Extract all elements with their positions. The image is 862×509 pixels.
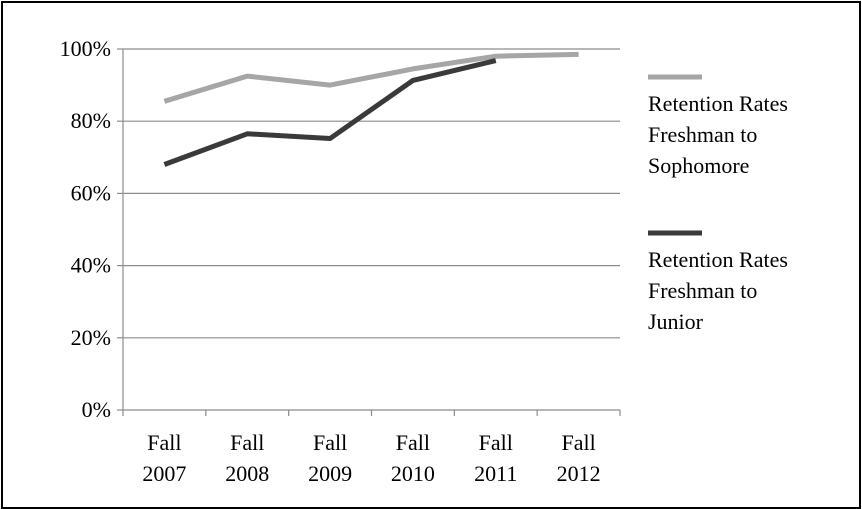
y-tick-label: 0%: [82, 397, 111, 422]
y-tick-label: 100%: [60, 36, 111, 61]
series-line-1: [163, 51, 579, 104]
x-tick-label: Fall 2011: [474, 430, 517, 486]
legend-label-1: Retention Rates Freshman to Sophomore: [648, 91, 788, 178]
series-lines: [163, 51, 579, 167]
x-tick-label: Fall 2007: [142, 430, 186, 486]
gridlines: [123, 48, 620, 339]
x-tick-label: Fall 2009: [308, 430, 352, 486]
y-tick-label: 20%: [71, 325, 111, 350]
legend-label-2: Retention Rates Freshman to Junior: [648, 247, 788, 334]
y-tick-label: 80%: [71, 108, 111, 133]
y-tick-label: 40%: [71, 253, 111, 278]
x-tick-label: Fall 2008: [225, 430, 269, 486]
x-tick-label: Fall 2012: [557, 430, 601, 486]
series-line-2: [163, 58, 497, 167]
x-tick-label: Fall 2010: [391, 430, 435, 486]
y-tick-labels: 0% 20% 40% 60% 80% 100%: [60, 36, 111, 422]
axes: [117, 48, 621, 416]
y-tick-label: 60%: [71, 180, 111, 205]
legend: Retention Rates Freshman to Sophomore Reten…: [648, 74, 788, 334]
x-tick-labels: Fall 2007 Fall 2008 Fall 2009 Fall 2010 Fall 2011…: [142, 430, 600, 486]
